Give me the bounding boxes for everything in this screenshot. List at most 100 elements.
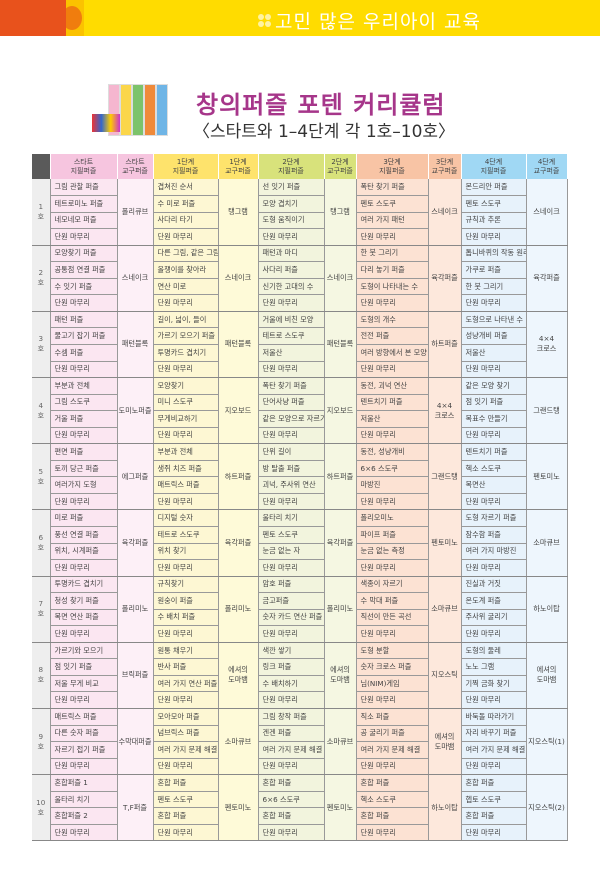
table-row: 점 잇기 퍼즐 반사 퍼즐 링크 퍼즐 숫자 크로스 퍼즐 노노 그램 <box>32 658 567 676</box>
paper-puzzle-cell: 단원 마무리 <box>153 559 219 577</box>
tool-puzzle-cell: T,F퍼즐 <box>117 774 154 842</box>
paper-puzzle-cell: 원숭이 퍼즐 <box>153 592 219 610</box>
paper-puzzle-cell: 눈금 없는 측정 <box>356 543 429 561</box>
paper-puzzle-cell: 여러 가지 문제 해결 <box>258 741 325 759</box>
page-title: 창의퍼즐 포텐 커리큘럼 <box>196 91 446 119</box>
tool-puzzle-cell: 그랜드탱 <box>428 443 462 511</box>
paper-puzzle-cell: 단원 마무리 <box>461 824 527 842</box>
table-row: 자르기 접기 퍼즐 여러 가지 문제 해결 여러 가지 문제 해결 여러 가지 문제 … <box>32 741 567 759</box>
paper-puzzle-cell: 자르기 접기 퍼즐 <box>50 741 118 759</box>
tool-puzzle-cell: 하트퍼즐 <box>324 443 357 511</box>
paper-puzzle-cell: 저울산 <box>258 344 325 362</box>
tool-puzzle-cell: 육각퍼즐 <box>218 509 259 577</box>
paper-puzzle-cell: 도형으로 나타낸 수 <box>461 311 527 329</box>
paper-puzzle-cell: 잠수함 퍼즐 <box>461 526 527 544</box>
paper-puzzle-cell: 도형이 나타내는 수 <box>356 278 429 296</box>
paper-puzzle-cell: 온도계 퍼즐 <box>461 592 527 610</box>
paper-puzzle-cell: 단원 마무리 <box>461 294 527 312</box>
book-3 <box>144 84 156 136</box>
table-row: 1 호 그림 관찰 퍼즐 폴리큐브 겹쳐진 순서 탱그램 선 잇기 퍼즐 탱그램 폭탄 찾기 … <box>32 179 568 246</box>
paper-puzzle-cell: 단원 마무리 <box>153 691 219 709</box>
column-header: 4단계 교구퍼즐 <box>526 154 568 179</box>
paper-puzzle-cell: 괴넉, 주사위 연산 <box>258 476 325 494</box>
tool-puzzle-cell: 스네이크 <box>324 245 357 312</box>
paper-puzzle-cell: 미니 스도쿠 <box>153 394 219 412</box>
paper-puzzle-cell: 규칙찾기 <box>153 576 219 594</box>
top-banner: 고민 많은 우리아이 교육 <box>0 0 600 36</box>
book-2 <box>132 84 144 136</box>
paper-puzzle-cell: 겹쳐진 순서 <box>153 179 219 197</box>
paper-puzzle-cell: 신기한 고대의 수 <box>258 278 325 296</box>
curriculum-table: 스타트 지필퍼즐 스타트 교구퍼즐 1단계 지필퍼즐 1단계 교구퍼즐 2단계 지필퍼즐… <box>32 154 568 842</box>
column-header: 4단계 지필퍼즐 <box>461 154 527 179</box>
table-row: 단원 마무리 단원 마무리 단원 마무리 단원 마무리 단원 마무리 <box>32 228 567 246</box>
tool-puzzle-cell: 4×4 크로스 <box>428 377 462 445</box>
table-row: 단원 마무리 단원 마무리 단원 마무리 단원 마무리 단원 마무리 <box>32 691 567 709</box>
paper-puzzle-cell: 눈금 없는 자 <box>258 543 325 561</box>
issue-number: 6 호 <box>32 509 51 577</box>
table-row: 공통점 연결 퍼즐 올챙이를 찾아라 사다리 퍼즐 다리 놓기 퍼즐 가쿠로 퍼즐 <box>32 261 567 279</box>
paper-puzzle-cell: 단원 마무리 <box>258 228 325 246</box>
paper-puzzle-cell: 여러 가지 마방진 <box>461 543 527 561</box>
paper-puzzle-cell: 단원 마무리 <box>50 559 118 577</box>
paper-puzzle-cell: 위치 찾기 <box>153 543 219 561</box>
paper-puzzle-cell: 단원 마무리 <box>50 427 118 445</box>
tool-puzzle-cell: 도미노퍼즐 <box>117 377 154 445</box>
table-row: 네모네모 퍼즐 사다리 타기 도형 움직이기 여러 가지 패턴 규칙과 추론 <box>32 212 567 230</box>
tool-puzzle-cell: 소마큐브 <box>218 708 259 776</box>
issue-number: 1 호 <box>32 179 51 246</box>
paper-puzzle-cell: 혼합 퍼즐 <box>258 807 325 825</box>
paper-puzzle-cell: 헥소 스도쿠 <box>356 791 429 809</box>
tool-puzzle-cell: 에셔의 도마뱀 <box>218 642 259 710</box>
tool-puzzle-cell: 그랜드탱 <box>526 377 568 445</box>
paper-puzzle-cell: 단원 마무리 <box>153 758 219 776</box>
paper-puzzle-cell: 동전, 괴넉 연산 <box>356 377 429 395</box>
tool-puzzle-cell: 지오보드 <box>324 377 357 445</box>
table-row: 토끼 당근 퍼즐 생쥐 치즈 퍼즐 방 탈출 퍼즐 6×6 스도쿠 헥소 스도쿠 <box>32 460 567 478</box>
paper-puzzle-cell: 도형의 둘레 <box>461 642 527 660</box>
paper-puzzle-cell: 성냥개비 퍼즐 <box>461 327 527 345</box>
paper-puzzle-cell: 수셈 퍼즐 <box>50 344 118 362</box>
tool-puzzle-cell: 탱그램 <box>324 179 357 246</box>
table-row: 6 호 미로 퍼즐 육각퍼즐 디지털 숫자 육각퍼즐 울타리 치기 육각퍼즐 폴리오미노 펜토미… <box>32 509 568 577</box>
paper-puzzle-cell: 단원 마무리 <box>258 625 325 643</box>
table-row: 7 호 투명카드 겹치기 폴리미노 규칙찾기 폴리미노 암호 퍼즐 폴리미노 색종이 자르기 소… <box>32 576 568 643</box>
paper-puzzle-cell: 그림 창작 퍼즐 <box>258 708 325 726</box>
paper-puzzle-cell: 도형의 개수 <box>356 311 429 329</box>
table-row: 여러가지 도형 매트릭스 퍼즐 괴넉, 주사위 연산 마방진 복면산 <box>32 476 567 494</box>
paper-puzzle-cell: 텐트치기 퍼즐 <box>461 443 527 461</box>
tool-puzzle-cell: 하노이탑 <box>428 774 462 842</box>
paper-puzzle-cell: 테트로 스도쿠 <box>258 327 325 345</box>
paper-puzzle-cell: 규칙과 추론 <box>461 212 527 230</box>
paper-puzzle-cell: 숫자 크로스 퍼즐 <box>356 658 429 676</box>
tool-puzzle-cell: 폴리미노 <box>218 576 259 643</box>
tool-puzzle-cell: 소마큐브 <box>526 509 568 577</box>
paper-puzzle-cell: 수 배치하기 <box>258 675 325 693</box>
tool-puzzle-cell: 폴리큐브 <box>117 179 154 246</box>
paper-puzzle-cell: 편면 퍼즐 <box>50 443 118 461</box>
paper-puzzle-cell: 사다리 퍼즐 <box>258 261 325 279</box>
paper-puzzle-cell: 몬드리안 퍼즐 <box>461 179 527 197</box>
tool-puzzle-cell: 하노이탑 <box>526 576 568 643</box>
tool-puzzle-cell: 에셔의 도마뱀 <box>526 642 568 710</box>
paper-puzzle-cell: 네모네모 퍼즐 <box>50 212 118 230</box>
tool-puzzle-cell: 4×4 크로스 <box>526 311 568 379</box>
paper-puzzle-cell: 울타리 치기 <box>50 791 118 809</box>
paper-puzzle-cell: 수 잇기 퍼즐 <box>50 278 118 296</box>
paper-puzzle-cell: 자리 바꾸기 퍼즐 <box>461 725 527 743</box>
paper-puzzle-cell: 가르기와 모으기 <box>50 642 118 660</box>
issue-number: 10 호 <box>32 774 51 842</box>
paper-puzzle-cell: 다른 숫자 퍼즐 <box>50 725 118 743</box>
tool-puzzle-cell: 지오스틱(1) <box>526 708 568 776</box>
paper-puzzle-cell: 혼합 퍼즐 <box>356 774 429 792</box>
book-1 <box>120 84 132 136</box>
paper-puzzle-cell: 수 미로 퍼즐 <box>153 195 219 213</box>
paper-puzzle-cell: 올챙이를 찾아라 <box>153 261 219 279</box>
paper-puzzle-cell: 단원 마무리 <box>153 824 219 842</box>
paper-puzzle-cell: 혼합 퍼즐 <box>153 774 219 792</box>
paper-puzzle-cell: 혼합퍼즐 2 <box>50 807 118 825</box>
paper-puzzle-cell: 단원 마무리 <box>356 228 429 246</box>
table-header-row: 스타트 지필퍼즐 스타트 교구퍼즐 1단계 지필퍼즐 1단계 교구퍼즐 2단계 지필퍼즐… <box>32 154 568 179</box>
paper-puzzle-cell: 여러가지 도형 <box>50 476 118 494</box>
tool-puzzle-cell: 패턴블록 <box>324 311 357 379</box>
